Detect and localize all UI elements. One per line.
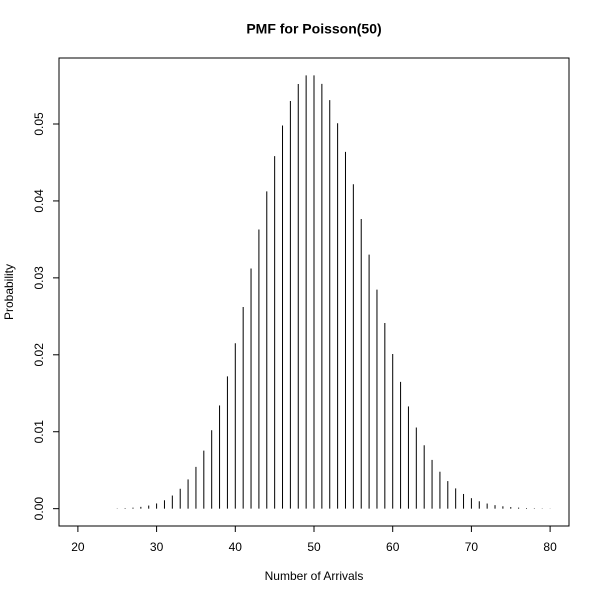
y-tick-label: 0.01 <box>32 420 46 444</box>
y-tick-label: 0.03 <box>32 266 46 290</box>
y-tick-label: 0.00 <box>32 497 46 521</box>
x-tick-label: 60 <box>386 540 400 554</box>
y-axis-label: Probability <box>2 264 16 320</box>
y-tick-label: 0.02 <box>32 343 46 367</box>
chart-title: PMF for Poisson(50) <box>246 21 381 37</box>
x-tick-label: 50 <box>307 540 321 554</box>
x-tick-label: 20 <box>71 540 85 554</box>
y-tick-label: 0.05 <box>32 112 46 136</box>
x-tick-label: 30 <box>150 540 164 554</box>
x-tick-label: 70 <box>465 540 479 554</box>
x-tick-label: 40 <box>229 540 243 554</box>
x-axis-label: Number of Arrivals <box>265 569 364 583</box>
x-tick-label: 80 <box>543 540 557 554</box>
y-tick-label: 0.04 <box>32 189 46 213</box>
